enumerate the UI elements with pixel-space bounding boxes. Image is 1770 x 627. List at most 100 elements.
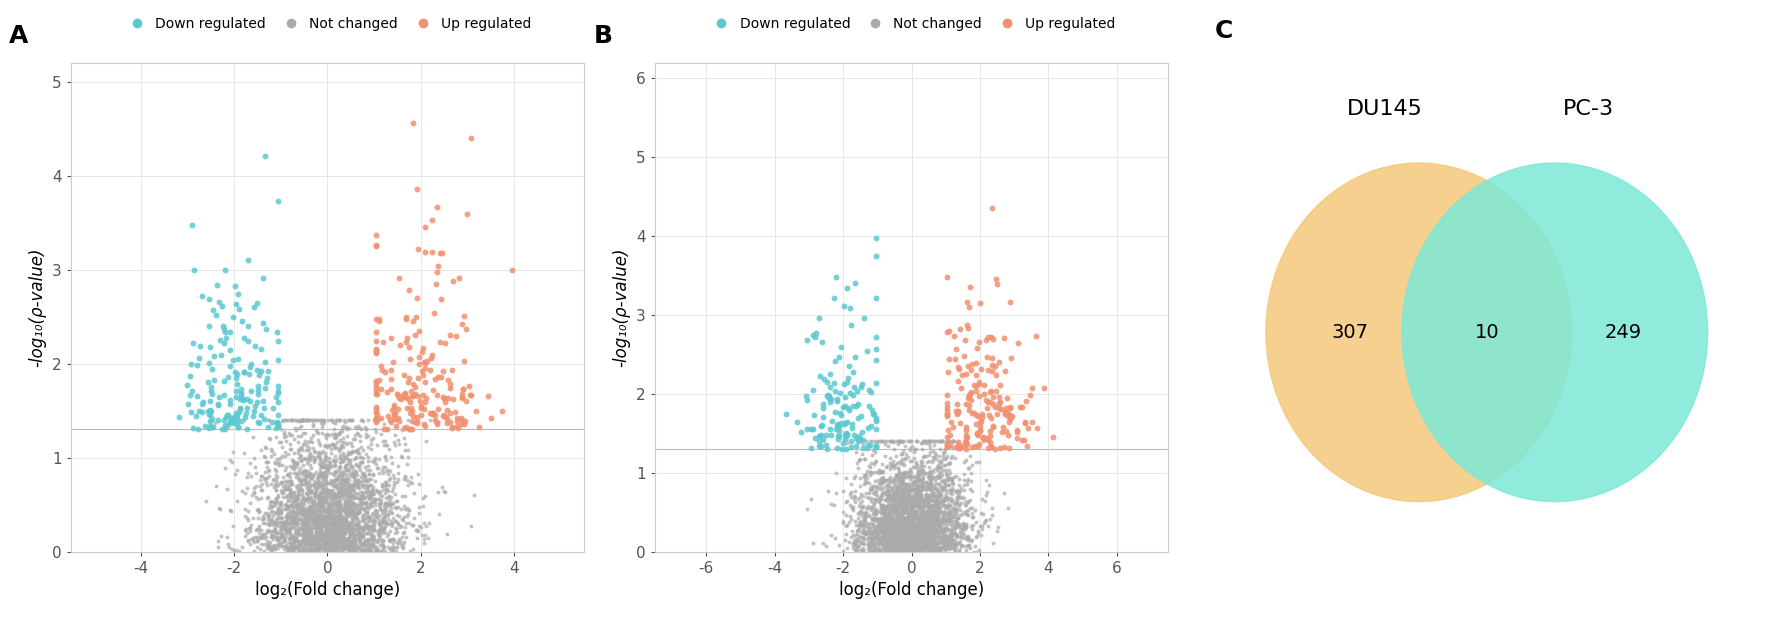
Point: [857, 483, 885, 493]
Point: [887, 518, 915, 528]
Point: [894, 436, 922, 446]
Point: [890, 513, 919, 523]
Point: [384, 440, 412, 450]
Point: [255, 519, 283, 529]
Point: [306, 512, 335, 522]
Point: [981, 273, 1009, 283]
Point: [221, 386, 250, 396]
Point: [892, 520, 920, 530]
Point: [926, 546, 954, 556]
Point: [920, 536, 949, 546]
Point: [853, 440, 881, 450]
Point: [304, 493, 333, 503]
Point: [883, 525, 912, 535]
Point: [264, 520, 292, 530]
Point: [299, 534, 327, 544]
Point: [943, 514, 972, 524]
Point: [889, 546, 917, 556]
Point: [825, 421, 853, 431]
Point: [304, 507, 333, 517]
Point: [294, 542, 322, 552]
Point: [335, 455, 363, 465]
Point: [280, 468, 308, 478]
Point: [345, 539, 373, 549]
Point: [915, 540, 943, 550]
Point: [373, 387, 402, 397]
Point: [887, 449, 915, 459]
Point: [954, 534, 982, 544]
Point: [989, 442, 1018, 452]
Point: [258, 534, 287, 544]
Point: [926, 523, 954, 533]
Point: [913, 504, 942, 514]
Point: [897, 496, 926, 506]
Point: [851, 527, 880, 537]
Point: [894, 498, 922, 508]
Point: [366, 520, 395, 530]
Point: [904, 482, 933, 492]
Point: [405, 478, 434, 488]
Point: [366, 532, 395, 542]
Point: [869, 466, 897, 476]
Point: [372, 485, 400, 495]
Point: [890, 534, 919, 544]
Point: [320, 531, 349, 541]
Point: [906, 480, 935, 490]
Point: [283, 480, 312, 490]
Point: [920, 532, 949, 542]
Point: [837, 514, 866, 524]
Point: [885, 458, 913, 468]
Point: [244, 534, 273, 544]
Point: [304, 503, 333, 513]
Point: [919, 507, 947, 517]
Point: [878, 540, 906, 551]
Point: [906, 480, 935, 490]
Point: [917, 526, 945, 536]
Point: [331, 519, 359, 529]
Point: [278, 517, 306, 527]
Point: [336, 529, 365, 539]
Point: [873, 525, 901, 535]
Point: [290, 536, 319, 546]
Point: [313, 533, 342, 543]
Point: [292, 534, 320, 544]
Point: [848, 379, 876, 389]
Point: [947, 540, 975, 550]
Point: [301, 505, 329, 515]
Point: [324, 505, 352, 515]
Point: [910, 541, 938, 551]
Point: [883, 493, 912, 503]
Point: [896, 535, 924, 545]
Point: [935, 436, 963, 446]
Point: [412, 436, 441, 446]
Point: [335, 509, 363, 519]
Point: [876, 517, 904, 527]
Point: [890, 516, 919, 526]
Point: [375, 475, 404, 485]
Point: [883, 527, 912, 537]
Point: [857, 522, 885, 532]
Point: [878, 505, 906, 515]
Point: [306, 500, 335, 510]
Point: [455, 391, 483, 401]
Point: [938, 530, 966, 540]
Point: [915, 526, 943, 536]
Point: [329, 534, 358, 544]
Point: [933, 540, 961, 551]
Point: [910, 529, 938, 539]
Point: [903, 508, 931, 519]
Point: [935, 508, 963, 518]
Point: [262, 475, 290, 485]
Point: [280, 448, 308, 458]
Point: [931, 524, 959, 534]
Point: [901, 506, 929, 516]
Point: [920, 519, 949, 529]
Point: [338, 524, 366, 534]
Point: [290, 513, 319, 523]
Point: [903, 483, 931, 493]
Point: [924, 485, 952, 495]
Point: [340, 508, 368, 519]
Point: [897, 531, 926, 541]
Point: [913, 534, 942, 544]
Point: [894, 540, 922, 550]
